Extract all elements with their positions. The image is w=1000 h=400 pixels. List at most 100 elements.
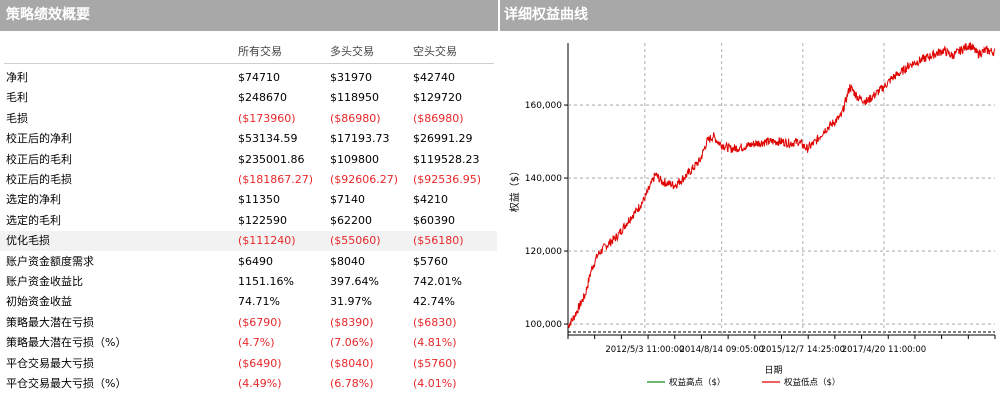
table-row: 初始资金收益 74.71% 31.97% 42.74% [0,292,497,312]
row-value: $11350 [238,193,280,207]
row-value: ($56180) [413,234,464,248]
x-tick-label: 2017/4/20 11:00:00 [842,345,926,355]
table-row: 策略最大潜在亏损（%） (4.7%) (7.06%) (4.81%) [0,333,497,353]
equity-chart: 100,000 120,000 140,000 160,000 2012/5/3 11:… [508,42,996,388]
row-value: ($173960) [238,111,296,125]
row-value: $235001.86 [238,152,305,166]
legend-label-low: 权益低点（$） [784,377,840,388]
row-value: ($55060) [330,234,381,248]
row-label: 平仓交易最大亏损 [6,356,94,370]
row-value: 1151.16% [238,275,294,288]
row-label: 账户资金收益比 [6,275,83,288]
row-value: $122590 [238,213,287,227]
row-value: $62200 [330,213,372,227]
row-value: (4.7%) [238,336,275,350]
row-value: 42.74% [413,295,455,309]
row-label: 毛损 [6,111,28,125]
row-value: $17193.73 [330,132,390,146]
row-value: $53134.59 [238,132,298,146]
row-label: 策略最大潜在亏损（%） [6,336,127,350]
row-value: $42740 [413,71,455,84]
row-value: $119528.23 [413,152,480,166]
row-value: 397.64% [330,275,379,288]
row-label: 优化毛损 [6,234,50,248]
row-label: 校正后的毛损 [6,173,72,186]
row-value: $6490 [238,254,273,268]
row-value: $7140 [330,193,365,207]
row-value: ($92536.95) [413,173,482,186]
row-label: 校正后的净利 [6,132,72,146]
table-row: 校正后的毛利 $235001.86 $109800 $119528.23 [0,150,497,170]
table-row: 选定的净利 $11350 $7140 $4210 [0,190,497,210]
row-value: 31.97% [330,295,372,309]
header-divider [4,63,494,64]
y-tick-label: 160,000 [525,101,562,111]
table-row: 毛损 ($173960) ($86980) ($86980) [0,109,497,129]
row-value: ($92606.27) [330,173,399,186]
row-value: $129720 [413,91,462,105]
row-value: $8040 [330,254,365,268]
x-axis-label: 日期 [764,365,782,376]
row-value: $60390 [413,213,455,227]
table-row: 毛利 $248670 $118950 $129720 [0,88,497,108]
row-value: $248670 [238,91,287,105]
row-label: 校正后的毛利 [6,152,72,166]
x-tick-label: 2015/12/7 14:25:00 [761,345,845,355]
summary-title: 策略绩效概要 [0,0,498,31]
row-value: ($181867.27) [238,173,314,186]
row-value: $5760 [413,254,448,268]
col-header-short: 空头交易 [413,45,457,58]
row-value: (4.81%) [413,336,457,350]
row-value: (6.78%) [330,377,374,390]
y-tick-label: 120,000 [525,247,562,257]
y-tick-label: 100,000 [525,320,562,330]
table-row: 净利 $74710 $31970 $42740 [0,68,497,88]
row-value: ($5760) [413,356,457,370]
row-value: $31970 [330,71,372,84]
table-row: 校正后的毛损 ($181867.27) ($92606.27) ($92536.95) [0,170,497,190]
chart-title: 详细权益曲线 [500,0,1000,31]
table-row: 校正后的净利 $53134.59 $17193.73 $26991.29 [0,129,497,149]
table-row: 平仓交易最大亏损 ($6490) ($8040) ($5760) [0,354,497,374]
x-tick-label: 2012/5/3 11:00:00 [605,345,684,355]
table-row: 策略最大潜在亏损 ($6790) ($8390) ($6830) [0,313,497,333]
row-value: 742.01% [413,275,462,288]
row-label: 选定的毛利 [6,213,61,227]
y-axis-label: 权益（$） [508,166,521,212]
row-label: 平仓交易最大亏损（%） [6,377,127,390]
col-header-long: 多头交易 [330,45,374,58]
table-row: 选定的毛利 $122590 $62200 $60390 [0,211,497,231]
row-value: $118950 [330,91,379,105]
row-value: ($86980) [330,111,381,125]
table-row: 平仓交易最大亏损（%） (4.49%) (6.78%) (4.01%) [0,374,497,394]
table-row: 账户资金收益比 1151.16% 397.64% 742.01% [0,272,497,292]
row-value: ($86980) [413,111,464,125]
legend-label-high: 权益高点（$） [669,377,725,388]
x-tick-label: 2014/8/14 09:05:00 [679,345,763,355]
row-value: $4210 [413,193,448,207]
equity-curve-panel: 详细权益曲线 100,000 120,000 140,000 160,000 2012/… [500,0,1000,400]
col-header-all: 所有交易 [238,45,282,58]
table-row: 账户资金额度需求 $6490 $8040 $5760 [0,252,497,272]
row-value: $109800 [330,152,379,166]
performance-summary-panel: 策略绩效概要 所有交易 多头交易 空头交易 净利 $74710 $31970 $427… [0,0,498,400]
row-label: 账户资金额度需求 [6,254,94,268]
row-value: ($8390) [330,315,374,329]
row-value: ($6790) [238,315,282,329]
row-value: ($6490) [238,356,282,370]
row-value: ($8040) [330,356,374,370]
row-label: 初始资金收益 [6,295,72,309]
table-row: 优化毛损 ($111240) ($55060) ($56180) [0,231,497,252]
row-label: 毛利 [6,91,28,105]
y-tick-label: 140,000 [525,174,562,184]
row-label: 净利 [6,71,28,84]
row-value: (4.01%) [413,377,457,390]
row-value: (4.49%) [238,377,282,390]
equity-low-series [567,42,996,329]
row-label: 选定的净利 [6,193,61,207]
row-label: 策略最大潜在亏损 [6,315,94,329]
row-value: 74.71% [238,295,280,309]
row-value: (7.06%) [330,336,374,350]
row-value: $26991.29 [413,132,473,146]
row-value: ($111240) [238,234,296,248]
